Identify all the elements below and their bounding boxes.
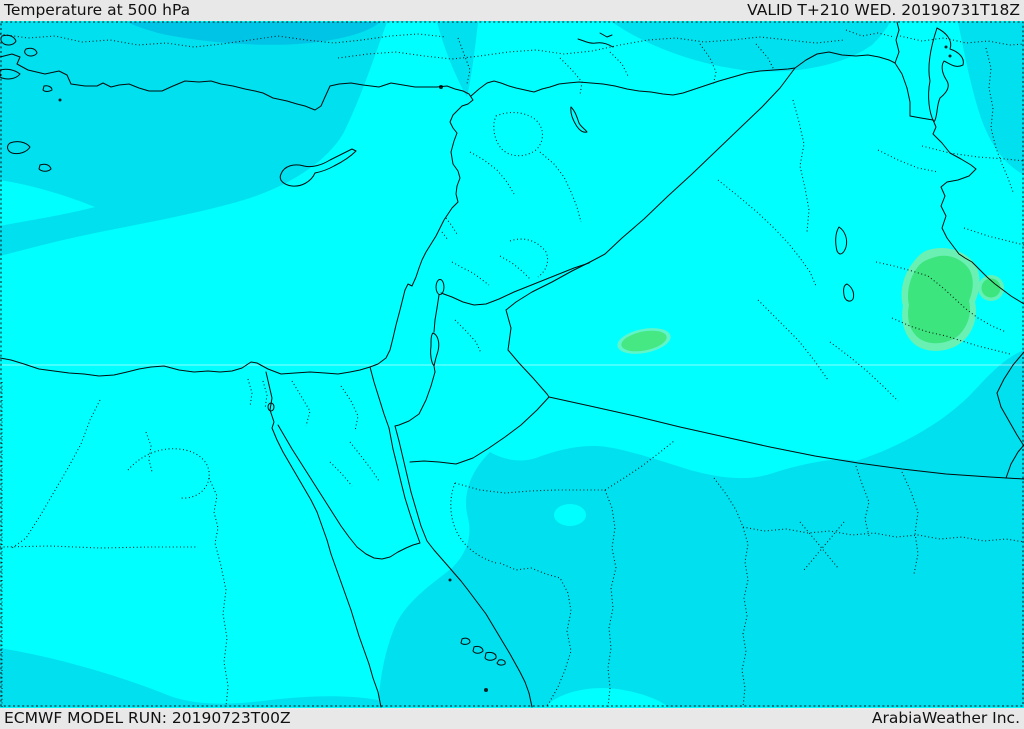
persian-gulf-coast bbox=[996, 351, 1024, 447]
turkey-iran-border bbox=[894, 21, 900, 64]
israel-egypt-border bbox=[369, 366, 390, 429]
red-sea-islands bbox=[460, 637, 506, 666]
country-borders bbox=[0, 21, 1024, 708]
green-patch-core-east-iraq bbox=[907, 255, 973, 344]
jordan-river bbox=[433, 294, 440, 333]
turkey-iraq-border bbox=[794, 51, 896, 69]
cool-finger-top-center bbox=[437, 22, 478, 97]
sea-of-galilee bbox=[435, 279, 445, 295]
status-bar: ECMWF MODEL RUN: 20190723T00Z ArabiaWeat… bbox=[0, 708, 1024, 729]
valid-time-label: VALID T+210 WED. 20190731T18Z bbox=[747, 1, 1020, 19]
lake-razzaza bbox=[843, 283, 855, 302]
dead-sea bbox=[430, 332, 440, 373]
title-bar: Temperature at 500 hPa VALID T+210 WED. … bbox=[0, 0, 1024, 21]
sinai-peninsula-coast bbox=[277, 424, 421, 560]
gulf-of-suez-west-shore-egypt-coast bbox=[271, 427, 382, 708]
cool-band-bottom-right bbox=[378, 350, 1024, 707]
model-run-label: ECMWF MODEL RUN: 20190723T00Z bbox=[4, 709, 291, 727]
kuwait-border bbox=[1005, 444, 1024, 479]
cyprus-island bbox=[279, 148, 357, 187]
cool-band-top-right bbox=[612, 22, 890, 72]
warm-wedge-left bbox=[0, 180, 95, 226]
map-title: Temperature at 500 hPa bbox=[4, 1, 191, 19]
admin-borders bbox=[0, 29, 1024, 708]
green-temperature-patches bbox=[617, 247, 1004, 354]
green-ellipse-core bbox=[621, 330, 667, 352]
warm-pocket-bottom bbox=[545, 687, 668, 707]
small-map-marks bbox=[58, 45, 952, 692]
warm-pocket-center-south bbox=[554, 504, 586, 526]
green-spot-core bbox=[981, 278, 1001, 298]
green-ellipse-west-iraq bbox=[617, 328, 671, 354]
iraq-iran-border bbox=[894, 62, 1024, 305]
cool-blob-bottom-left bbox=[0, 648, 378, 707]
lake-tharthar bbox=[835, 226, 848, 255]
bitter-lakes bbox=[267, 402, 275, 412]
map-frame bbox=[0, 21, 1024, 707]
jordan-saudi-border bbox=[409, 309, 550, 465]
cold-patch-top bbox=[128, 22, 380, 45]
mediterranean-levant-coastline bbox=[0, 53, 474, 377]
lake-urmia bbox=[928, 27, 964, 123]
suez-canal bbox=[265, 371, 275, 429]
cool-corner-upper-right bbox=[958, 22, 1024, 175]
attribution-label: ArabiaWeather Inc. bbox=[871, 709, 1020, 727]
gulf-of-aqaba-east-shore-saudi-coast bbox=[394, 425, 533, 708]
turkey-reservoir-lake bbox=[570, 106, 588, 133]
israel-jordan-arava-border bbox=[394, 371, 436, 427]
iraq-saudi-border bbox=[548, 396, 1024, 480]
syria-iraq-border bbox=[589, 67, 796, 263]
turkey-syria-border bbox=[470, 67, 796, 97]
aegean-islands bbox=[0, 34, 53, 172]
jordan-iraq-border bbox=[505, 261, 591, 311]
nile-valley-border bbox=[208, 477, 229, 708]
cool-band-top-left bbox=[0, 22, 387, 256]
syria-jordan-border bbox=[440, 261, 591, 306]
turkey-lakes-northeast bbox=[577, 32, 614, 48]
